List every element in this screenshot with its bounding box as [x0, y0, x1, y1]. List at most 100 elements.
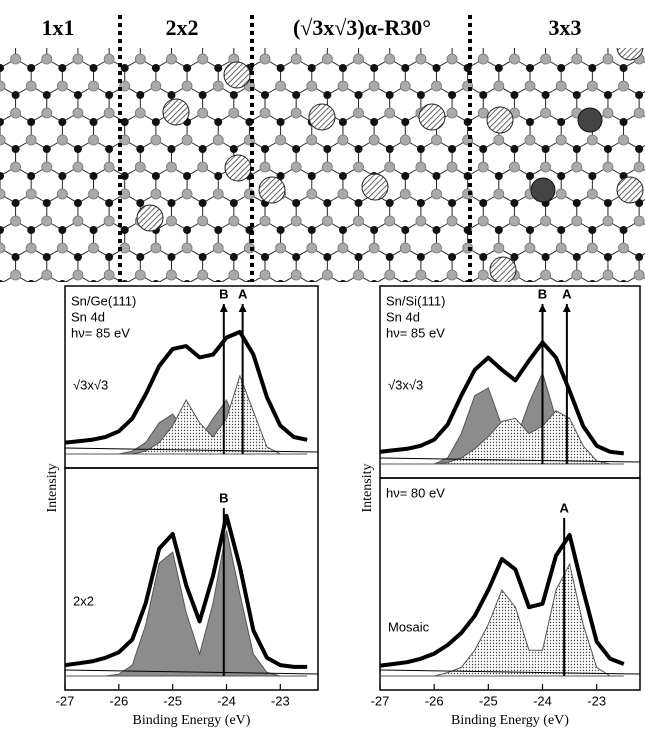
bond	[156, 329, 172, 338]
atom	[27, 334, 35, 342]
atom	[386, 361, 394, 369]
atom	[526, 280, 534, 288]
atom	[526, 118, 534, 126]
bond	[405, 356, 421, 365]
atom	[634, 108, 644, 118]
atom	[167, 307, 175, 315]
atom	[417, 361, 425, 369]
bond	[171, 302, 187, 311]
atom	[277, 280, 285, 288]
atom	[401, 172, 409, 180]
atom	[27, 64, 35, 72]
atom	[509, 162, 519, 172]
atom	[526, 10, 534, 18]
atom	[183, 226, 191, 234]
atom	[151, 189, 161, 199]
atom	[604, 37, 612, 45]
atom	[26, 297, 36, 307]
atom	[307, 351, 317, 361]
atom	[322, 324, 332, 334]
bond	[94, 32, 110, 41]
atom	[151, 243, 161, 253]
adatom	[490, 257, 516, 283]
atom	[604, 361, 612, 369]
atom	[261, 37, 269, 45]
atom	[260, 54, 270, 64]
bond	[436, 5, 452, 14]
atom	[323, 91, 331, 99]
atom	[214, 334, 222, 342]
atom	[510, 199, 518, 207]
atom	[495, 64, 503, 72]
atom	[166, 216, 176, 226]
atom	[90, 10, 98, 18]
atom	[198, 108, 208, 118]
atom	[634, 270, 644, 280]
bond	[16, 302, 32, 311]
bond	[47, 329, 63, 338]
atom	[635, 145, 643, 153]
atom	[277, 118, 285, 126]
atom	[556, 189, 566, 199]
atom	[604, 253, 612, 261]
bond	[452, 32, 468, 41]
atom	[620, 64, 628, 72]
bond	[592, 5, 608, 14]
atom	[587, 27, 597, 37]
bond	[592, 356, 608, 365]
atom	[230, 37, 238, 45]
marker-arrow	[539, 304, 547, 312]
bond	[608, 5, 624, 14]
atom	[104, 216, 114, 226]
atom	[619, 351, 629, 361]
atom	[199, 199, 207, 207]
atom	[89, 135, 99, 145]
bond	[530, 32, 546, 41]
atom	[136, 199, 144, 207]
atom	[573, 253, 581, 261]
atom	[338, 351, 348, 361]
atom	[57, 189, 67, 199]
atom	[619, 135, 629, 145]
marker-label: B	[219, 490, 228, 505]
atom	[57, 351, 67, 361]
bond	[514, 329, 530, 338]
atom	[370, 118, 378, 126]
atom	[291, 0, 301, 10]
atom	[338, 189, 348, 199]
atom	[26, 189, 36, 199]
marker-arrow	[563, 304, 571, 312]
atom	[355, 199, 363, 207]
atom	[308, 172, 316, 180]
bond	[296, 356, 312, 365]
atom	[229, 270, 239, 280]
atom	[136, 91, 144, 99]
bond	[140, 5, 156, 14]
atom	[634, 324, 644, 334]
atom	[74, 91, 82, 99]
atom	[136, 37, 144, 45]
atom	[199, 361, 207, 369]
annotation: hν= 80 eV	[386, 485, 445, 500]
bond	[577, 329, 593, 338]
atom	[370, 334, 378, 342]
atom	[136, 253, 144, 261]
atom	[276, 135, 286, 145]
atom	[260, 324, 270, 334]
x-tick-label: -25	[479, 693, 498, 708]
x-tick-label: -23	[271, 693, 290, 708]
atom	[27, 118, 35, 126]
x-tick-label: -26	[109, 693, 128, 708]
atom	[42, 54, 52, 64]
atom	[120, 351, 130, 361]
atom	[557, 64, 565, 72]
atom	[167, 199, 175, 207]
bond	[140, 302, 156, 311]
atom	[557, 118, 565, 126]
bond	[109, 5, 125, 14]
atom	[355, 145, 363, 153]
bond	[327, 5, 343, 14]
atom	[0, 297, 5, 307]
atom	[495, 172, 503, 180]
atom	[11, 54, 21, 64]
